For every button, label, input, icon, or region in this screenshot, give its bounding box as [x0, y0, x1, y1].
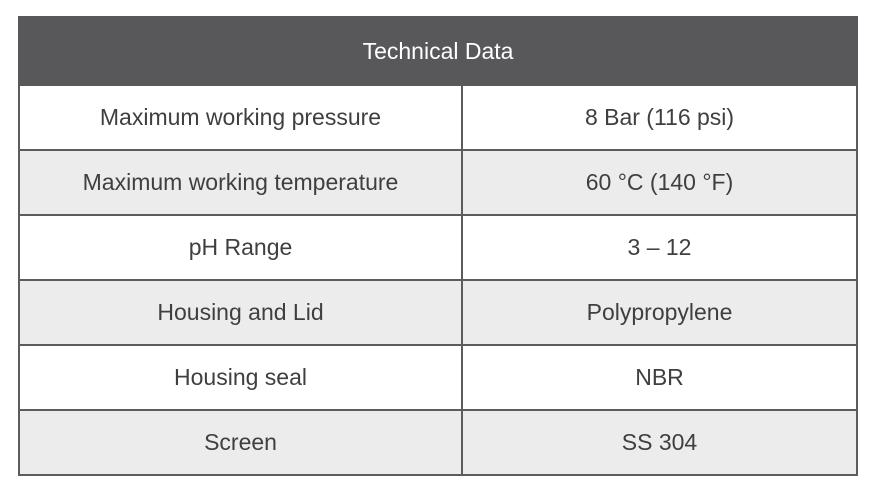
- value-cell: 8 Bar (116 psi): [460, 84, 859, 151]
- table-row-housing-seal: Housing seal NBR: [18, 344, 859, 411]
- value-cell: Polypropylene: [460, 279, 859, 346]
- technical-data-table: Technical Data Maximum working pressure …: [17, 16, 859, 476]
- value-cell: SS 304: [460, 409, 859, 476]
- table-row-screen: Screen SS 304: [18, 409, 859, 476]
- value-cell: 3 – 12: [460, 214, 859, 281]
- table-row-maximum-working-pressure: Maximum working pressure 8 Bar (116 psi): [18, 84, 859, 151]
- value-cell: NBR: [460, 344, 859, 411]
- table-row-housing-and-lid: Housing and Lid Polypropylene: [18, 279, 859, 346]
- table-row-maximum-working-temperature: Maximum working temperature 60 °C (140 °…: [18, 149, 859, 216]
- table-header-row: Technical Data: [17, 16, 859, 86]
- table-title: Technical Data: [17, 16, 859, 86]
- parameter-cell: Screen: [18, 409, 463, 476]
- parameter-cell: Housing and Lid: [18, 279, 463, 346]
- parameter-cell: Maximum working pressure: [18, 84, 463, 151]
- parameter-cell: pH Range: [18, 214, 463, 281]
- parameter-cell: Maximum working temperature: [18, 149, 463, 216]
- parameter-cell: Housing seal: [18, 344, 463, 411]
- value-cell: 60 °C (140 °F): [460, 149, 859, 216]
- table-row-ph-range: pH Range 3 – 12: [18, 214, 859, 281]
